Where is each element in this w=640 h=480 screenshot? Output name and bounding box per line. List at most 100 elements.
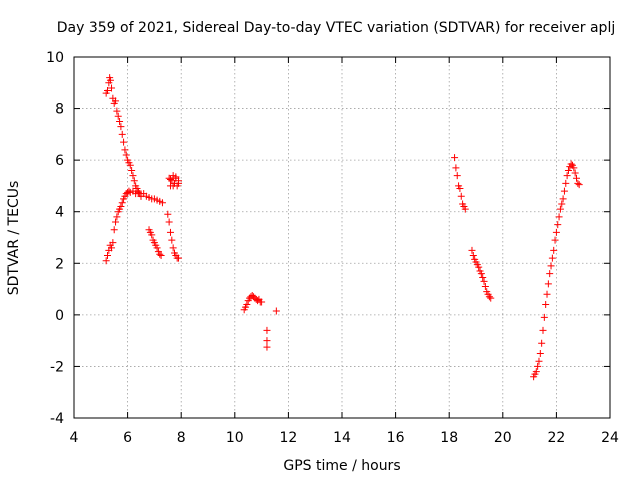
data-point — [571, 169, 579, 177]
y-tick-labels: -4 -2 0 2 4 6 8 10 — [46, 50, 64, 427]
y-tick-label: -4 — [50, 411, 64, 427]
data-point — [112, 218, 120, 226]
data-point — [555, 213, 563, 221]
data-point — [477, 270, 485, 278]
data-points — [102, 74, 583, 381]
data-point — [540, 313, 548, 321]
data-point — [169, 244, 177, 252]
data-point — [117, 123, 125, 131]
data-point — [120, 138, 128, 146]
data-point — [114, 112, 122, 120]
data-point — [547, 262, 555, 270]
data-point — [128, 166, 136, 174]
data-point — [451, 154, 459, 162]
data-point — [129, 172, 137, 180]
data-point — [480, 277, 488, 285]
data-point — [551, 236, 559, 244]
y-tick-label: 4 — [55, 205, 64, 221]
data-point — [567, 160, 575, 168]
chart-title: Day 359 of 2021, Sidereal Day-to-day VTE… — [57, 20, 615, 36]
x-tick-label: 24 — [601, 430, 619, 446]
data-point — [148, 231, 156, 239]
data-point — [172, 173, 180, 181]
data-point — [556, 205, 564, 213]
data-point — [552, 228, 560, 236]
data-point — [550, 246, 558, 254]
data-point — [546, 270, 554, 278]
y-tick-label: 6 — [55, 153, 64, 169]
data-point — [535, 357, 543, 365]
y-tick-label: -2 — [50, 359, 64, 375]
data-point — [468, 246, 476, 254]
x-tick-labels: 4 6 8 10 12 14 16 18 20 22 24 — [70, 430, 619, 446]
data-point — [175, 254, 183, 262]
data-point — [164, 210, 172, 218]
data-point — [538, 339, 546, 347]
data-point — [456, 185, 464, 193]
data-point — [479, 273, 487, 281]
data-point — [570, 164, 578, 172]
data-point — [532, 368, 540, 376]
y-tick-label: 2 — [55, 256, 64, 272]
data-point — [121, 146, 129, 154]
data-point — [158, 199, 166, 207]
data-point — [153, 244, 161, 252]
data-point — [175, 179, 183, 187]
data-point — [457, 192, 465, 200]
data-point — [452, 164, 460, 172]
x-axis-title: GPS time / hours — [283, 458, 400, 474]
data-point — [118, 130, 126, 138]
data-point — [575, 181, 583, 189]
data-point — [469, 252, 477, 260]
data-point — [475, 263, 483, 271]
data-point — [461, 205, 469, 213]
data-point — [116, 117, 124, 125]
x-tick-label: 22 — [547, 430, 565, 446]
data-point — [453, 172, 461, 180]
y-tick-label: 10 — [46, 50, 64, 66]
data-point — [108, 244, 116, 252]
x-tick-label: 12 — [279, 430, 297, 446]
data-point — [165, 218, 173, 226]
x-tick-label: 14 — [333, 430, 351, 446]
data-point — [166, 228, 174, 236]
data-point — [110, 226, 118, 234]
data-point — [130, 177, 138, 185]
data-point — [104, 252, 111, 260]
x-tick-label: 20 — [494, 430, 512, 446]
data-point — [263, 326, 271, 334]
data-point — [548, 254, 556, 262]
data-point — [112, 97, 120, 105]
data-point — [157, 252, 165, 260]
data-point — [102, 257, 110, 265]
y-axis-title: SDTVAR / TECUs — [6, 181, 22, 296]
data-point — [559, 195, 567, 203]
data-point — [558, 200, 566, 208]
x-tick-label: 10 — [226, 430, 244, 446]
data-point — [117, 203, 125, 211]
data-point — [562, 179, 570, 187]
data-point — [573, 174, 580, 182]
data-point — [487, 294, 495, 302]
data-point — [485, 293, 493, 301]
data-point — [539, 326, 547, 334]
data-point — [243, 301, 251, 309]
data-point — [113, 213, 121, 221]
data-point — [544, 280, 552, 288]
data-point — [263, 343, 271, 351]
data-point — [106, 76, 114, 84]
data-point — [166, 175, 174, 183]
x-tick-label: 8 — [177, 430, 186, 446]
data-point — [109, 239, 117, 247]
data-point — [560, 187, 568, 195]
x-tick-label: 16 — [387, 430, 405, 446]
data-point — [258, 298, 266, 306]
data-point — [542, 301, 550, 309]
data-point — [134, 188, 142, 196]
data-point — [536, 350, 544, 358]
data-point — [543, 290, 551, 298]
y-tick-label: 0 — [55, 308, 64, 324]
data-point — [263, 337, 271, 345]
